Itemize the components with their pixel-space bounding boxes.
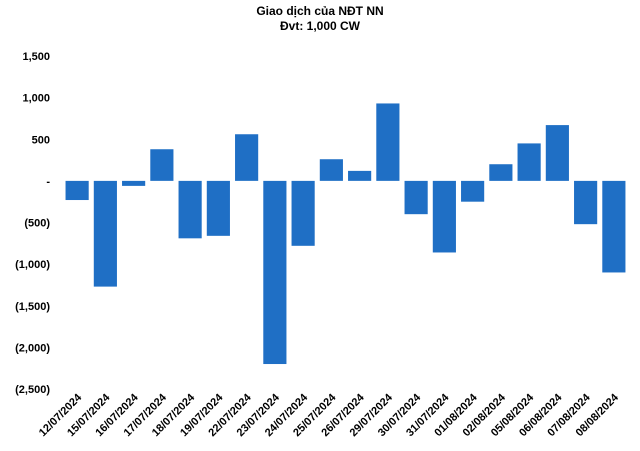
bar [574, 180, 598, 225]
bar [150, 149, 174, 181]
y-tick-label: (2,500) [15, 384, 50, 396]
bar [376, 103, 400, 181]
bar [489, 164, 513, 181]
y-tick-label: 1,000 [22, 93, 50, 105]
chart-subtitle: Đvt: 1,000 CW [279, 19, 361, 33]
bar [178, 180, 202, 239]
bar [432, 180, 456, 253]
bar [517, 143, 541, 181]
y-tick-label: (500) [24, 218, 50, 230]
bar [263, 180, 287, 365]
bar [602, 180, 626, 273]
y-tick-label: 1,500 [22, 51, 50, 63]
chart-title: Giao dịch của NĐT NN [256, 4, 384, 18]
y-tick-label: - [46, 176, 50, 188]
y-tick-label: (1,000) [15, 259, 50, 271]
bar [461, 180, 485, 202]
y-tick-label: (2,000) [15, 342, 50, 354]
bar [545, 125, 569, 181]
bar [65, 180, 89, 201]
bar [235, 134, 259, 181]
bar [291, 180, 315, 246]
bar [348, 170, 372, 181]
bar [93, 180, 117, 287]
bar [206, 180, 230, 236]
y-tick-label: 500 [32, 134, 50, 146]
bar [404, 180, 428, 215]
bar [319, 159, 343, 181]
y-tick-label: (1,500) [15, 301, 50, 313]
bar [122, 180, 146, 186]
